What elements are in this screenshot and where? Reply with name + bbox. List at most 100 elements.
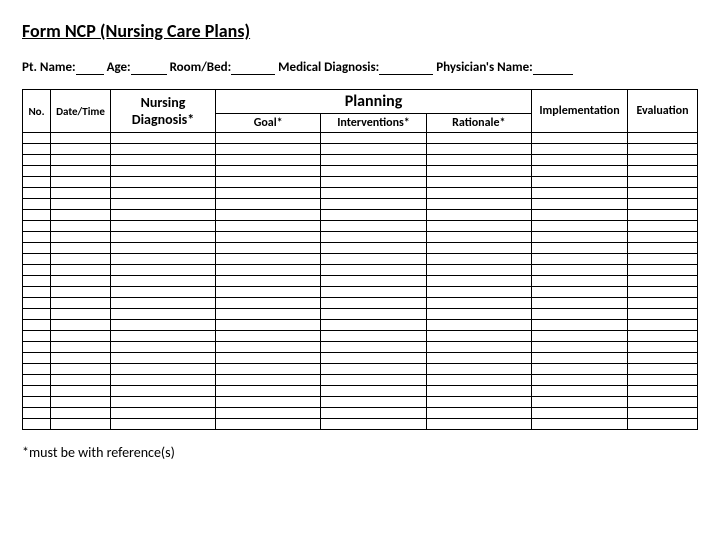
table-cell[interactable] [23,188,51,199]
table-cell[interactable] [628,188,698,199]
table-cell[interactable] [216,232,321,243]
table-cell[interactable] [321,408,426,419]
table-cell[interactable] [23,353,51,364]
table-cell[interactable] [532,243,628,254]
table-cell[interactable] [426,254,531,265]
table-cell[interactable] [628,375,698,386]
table-cell[interactable] [51,419,111,430]
table-cell[interactable] [23,265,51,276]
table-cell[interactable] [51,287,111,298]
table-cell[interactable] [532,188,628,199]
table-cell[interactable] [111,298,216,309]
table-cell[interactable] [111,210,216,221]
table-cell[interactable] [111,364,216,375]
table-cell[interactable] [111,386,216,397]
table-cell[interactable] [216,276,321,287]
table-cell[interactable] [628,232,698,243]
table-cell[interactable] [111,133,216,144]
table-cell[interactable] [111,276,216,287]
table-cell[interactable] [111,287,216,298]
table-cell[interactable] [532,155,628,166]
table-cell[interactable] [532,364,628,375]
table-cell[interactable] [51,177,111,188]
table-cell[interactable] [628,353,698,364]
table-cell[interactable] [532,221,628,232]
table-cell[interactable] [111,419,216,430]
table-cell[interactable] [321,353,426,364]
table-cell[interactable] [426,177,531,188]
table-cell[interactable] [321,177,426,188]
table-cell[interactable] [532,353,628,364]
table-cell[interactable] [23,298,51,309]
roombed-blank[interactable] [231,74,275,75]
table-cell[interactable] [111,166,216,177]
table-cell[interactable] [51,309,111,320]
table-cell[interactable] [23,331,51,342]
table-cell[interactable] [23,386,51,397]
table-cell[interactable] [111,177,216,188]
table-cell[interactable] [51,221,111,232]
table-cell[interactable] [628,320,698,331]
table-cell[interactable] [628,342,698,353]
table-cell[interactable] [23,133,51,144]
table-cell[interactable] [23,166,51,177]
table-cell[interactable] [628,419,698,430]
table-cell[interactable] [216,265,321,276]
table-cell[interactable] [216,342,321,353]
table-cell[interactable] [51,353,111,364]
table-cell[interactable] [23,364,51,375]
table-cell[interactable] [426,287,531,298]
table-cell[interactable] [216,199,321,210]
table-cell[interactable] [23,309,51,320]
table-cell[interactable] [23,177,51,188]
table-cell[interactable] [532,276,628,287]
table-cell[interactable] [216,188,321,199]
table-cell[interactable] [23,210,51,221]
table-cell[interactable] [321,265,426,276]
table-cell[interactable] [51,188,111,199]
table-cell[interactable] [426,133,531,144]
table-cell[interactable] [426,375,531,386]
table-cell[interactable] [321,320,426,331]
table-cell[interactable] [51,144,111,155]
table-cell[interactable] [321,232,426,243]
table-cell[interactable] [532,342,628,353]
table-cell[interactable] [23,199,51,210]
table-cell[interactable] [51,166,111,177]
table-cell[interactable] [23,397,51,408]
table-cell[interactable] [51,133,111,144]
table-cell[interactable] [51,408,111,419]
table-cell[interactable] [628,276,698,287]
table-cell[interactable] [111,353,216,364]
table-cell[interactable] [532,210,628,221]
table-cell[interactable] [321,188,426,199]
table-cell[interactable] [321,254,426,265]
table-cell[interactable] [628,133,698,144]
table-cell[interactable] [23,155,51,166]
table-cell[interactable] [532,298,628,309]
table-cell[interactable] [51,276,111,287]
table-cell[interactable] [51,254,111,265]
table-cell[interactable] [532,287,628,298]
table-cell[interactable] [23,408,51,419]
table-cell[interactable] [532,199,628,210]
table-cell[interactable] [532,331,628,342]
table-cell[interactable] [216,243,321,254]
table-cell[interactable] [23,144,51,155]
table-cell[interactable] [111,155,216,166]
table-cell[interactable] [216,353,321,364]
table-cell[interactable] [51,375,111,386]
table-cell[interactable] [321,375,426,386]
table-cell[interactable] [426,265,531,276]
table-cell[interactable] [532,309,628,320]
table-cell[interactable] [426,353,531,364]
table-cell[interactable] [628,243,698,254]
table-cell[interactable] [321,419,426,430]
table-cell[interactable] [111,221,216,232]
table-cell[interactable] [51,243,111,254]
table-cell[interactable] [426,199,531,210]
table-cell[interactable] [51,331,111,342]
table-cell[interactable] [111,309,216,320]
table-cell[interactable] [111,342,216,353]
table-cell[interactable] [216,364,321,375]
